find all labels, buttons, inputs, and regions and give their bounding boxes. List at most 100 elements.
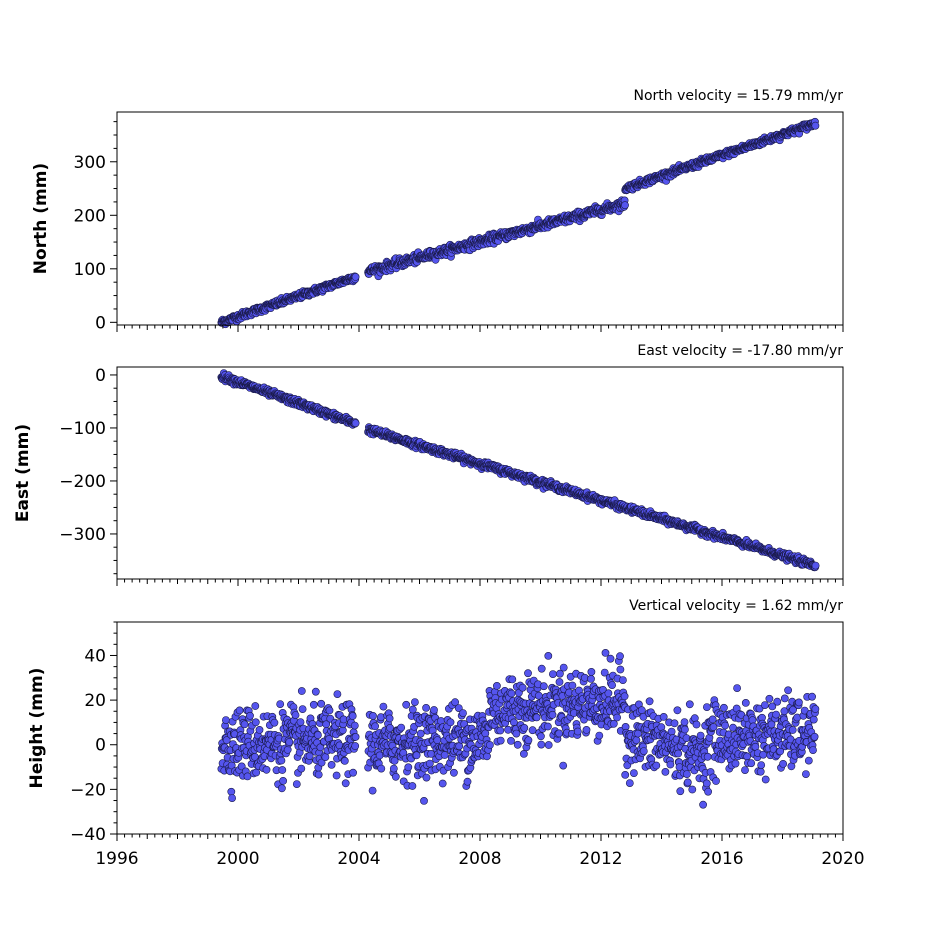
data-point <box>630 769 638 777</box>
data-point <box>246 711 254 720</box>
data-point <box>703 703 711 711</box>
data-point <box>537 664 546 673</box>
data-point <box>731 759 740 768</box>
data-point <box>422 773 431 782</box>
data-point <box>276 700 285 708</box>
data-point <box>277 784 286 793</box>
data-point <box>518 683 527 692</box>
data-point <box>402 700 411 709</box>
data-point <box>368 786 377 795</box>
data-point <box>463 777 472 786</box>
data-point <box>278 766 287 774</box>
data-point <box>262 765 271 774</box>
data-point <box>788 726 797 734</box>
data-point <box>703 752 712 761</box>
data-point <box>446 718 455 727</box>
x-tick-label: 2000 <box>216 849 259 869</box>
data-point <box>386 724 394 732</box>
data-point <box>639 747 648 755</box>
data-point <box>741 699 750 707</box>
y-tick-label: −200 <box>59 472 106 492</box>
data-point <box>397 723 406 732</box>
data-point <box>645 697 654 706</box>
data-point <box>292 780 301 788</box>
data-point <box>485 741 494 749</box>
data-point <box>809 715 818 724</box>
data-point <box>601 649 610 657</box>
y-tick-label: 20 <box>84 691 106 711</box>
data-point <box>666 760 675 769</box>
north-y-ticks: 0 100 200 300 <box>74 121 117 333</box>
east-plot-area <box>117 367 843 579</box>
data-point <box>240 720 249 729</box>
data-point <box>802 770 810 778</box>
data-point <box>712 777 720 785</box>
data-point <box>325 706 334 715</box>
data-point <box>496 726 505 735</box>
data-point <box>507 737 515 745</box>
data-point <box>804 756 813 765</box>
data-point <box>332 771 341 780</box>
x-tick-label: 2020 <box>821 849 864 869</box>
data-point <box>520 724 529 732</box>
data-point <box>673 706 682 715</box>
data-point <box>507 689 516 698</box>
data-point <box>449 768 458 777</box>
data-point <box>613 713 621 722</box>
data-point <box>296 718 305 726</box>
x-tick-label: 2008 <box>458 849 501 869</box>
data-point <box>524 736 533 745</box>
data-point <box>314 770 323 779</box>
data-point <box>408 705 417 714</box>
data-point <box>459 709 467 717</box>
data-point <box>549 670 557 678</box>
data-point <box>681 725 689 734</box>
data-point <box>440 751 449 759</box>
data-point <box>683 770 691 778</box>
y-tick-label: 40 <box>84 646 106 666</box>
data-point <box>757 761 766 769</box>
data-point <box>321 753 330 761</box>
data-point <box>385 714 394 723</box>
data-point <box>780 694 789 703</box>
data-point <box>702 779 711 788</box>
data-point <box>670 719 679 728</box>
data-point <box>483 752 491 761</box>
data-point <box>520 750 528 758</box>
data-point <box>634 729 642 738</box>
y-tick-label: 0 <box>95 366 106 386</box>
data-point <box>721 721 729 730</box>
data-point <box>761 775 770 784</box>
data-point <box>309 700 318 709</box>
data-point <box>351 742 360 750</box>
data-point <box>510 718 518 727</box>
data-point <box>555 729 563 738</box>
x-tick-label: 2016 <box>700 849 743 869</box>
data-point <box>616 665 625 674</box>
data-point <box>410 698 419 706</box>
data-point <box>559 663 568 672</box>
east-title: East velocity = -17.80 mm/yr <box>637 343 843 359</box>
data-point <box>369 712 377 720</box>
data-point <box>513 740 522 749</box>
data-point <box>620 692 629 701</box>
data-point <box>279 777 287 785</box>
data-point <box>255 726 264 734</box>
data-point <box>733 684 741 692</box>
data-point <box>708 715 717 724</box>
height-y-ticks: −40 −20 0 20 40 <box>70 621 117 845</box>
data-point <box>683 778 692 787</box>
height-title: Vertical velocity = 1.62 mm/yr <box>629 598 843 614</box>
data-point <box>544 722 552 731</box>
data-point <box>283 745 292 754</box>
data-point <box>412 751 421 760</box>
data-point <box>422 704 430 712</box>
data-point <box>779 760 787 768</box>
data-point <box>221 716 230 724</box>
data-point <box>235 706 244 715</box>
data-point <box>341 779 350 788</box>
data-point <box>524 669 532 678</box>
data-point <box>297 687 306 695</box>
